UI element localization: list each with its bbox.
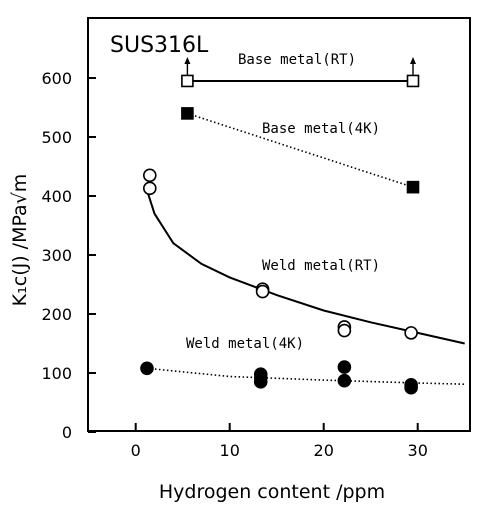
weld-metal-rt-point [143,168,157,183]
x-axis-ticks: 0 10 20 30 [131,423,428,460]
y-tick-label: 500 [41,128,72,147]
x-tick-label: 10 [220,441,240,460]
weld-metal-4k-point [140,361,154,376]
y-tick-label: 600 [41,69,72,88]
y-tick-label: 100 [41,364,72,383]
weld-metal-4k-point [337,360,352,374]
weld-metal-4k-point [253,375,268,389]
x-tick-label: 30 [408,441,428,460]
weld-metal-rt-point [404,326,418,340]
series-labels: Base metal(RT) Base metal(4K) Weld metal(R… [186,52,380,352]
base-metal-rt-arrow-head [184,56,191,64]
weld-metal-4k-label: Weld metal(4K) [186,336,304,352]
weld-metal-rt-label: Weld metal(RT) [262,258,380,274]
y-tick-label: 200 [41,305,72,324]
base-metal-rt-label: Base metal(RT) [238,52,356,68]
x-tick-label: 20 [314,441,334,460]
base-metal-4k-label: Base metal(4K) [262,121,380,137]
y-axis-label: K₁c(J) /MPa√m [9,174,31,307]
base-metal-4k-point [406,180,420,194]
weld-metal-rt-curve [146,192,465,345]
y-tick-label: 0 [62,423,72,442]
base-metal-rt-arrow-head [410,56,416,64]
weld-metal-rt-point [143,181,157,196]
chart-title: SUS316L [110,33,209,58]
base-metal-4k-point [181,107,194,120]
base-metal-rt-point [406,74,420,88]
x-axis-label: Hydrogen content /ppm [159,481,385,503]
y-tick-label: 300 [41,246,72,265]
plot-frame [87,17,471,432]
y-tick-label: 400 [41,187,72,206]
weld-metal-rt-point [337,323,352,338]
weld-metal-rt-point [255,284,270,299]
base-metal-rt-point [181,74,194,88]
x-tick-label: 0 [131,441,141,460]
y-axis-ticks: 0 100 200 300 400 500 600 [41,69,96,442]
series-curves [146,80,465,385]
weld-metal-4k-point [404,380,418,395]
weld-metal-4k-point [337,373,352,388]
weld-metal-4k-curve [146,367,465,385]
series-markers [140,56,420,395]
